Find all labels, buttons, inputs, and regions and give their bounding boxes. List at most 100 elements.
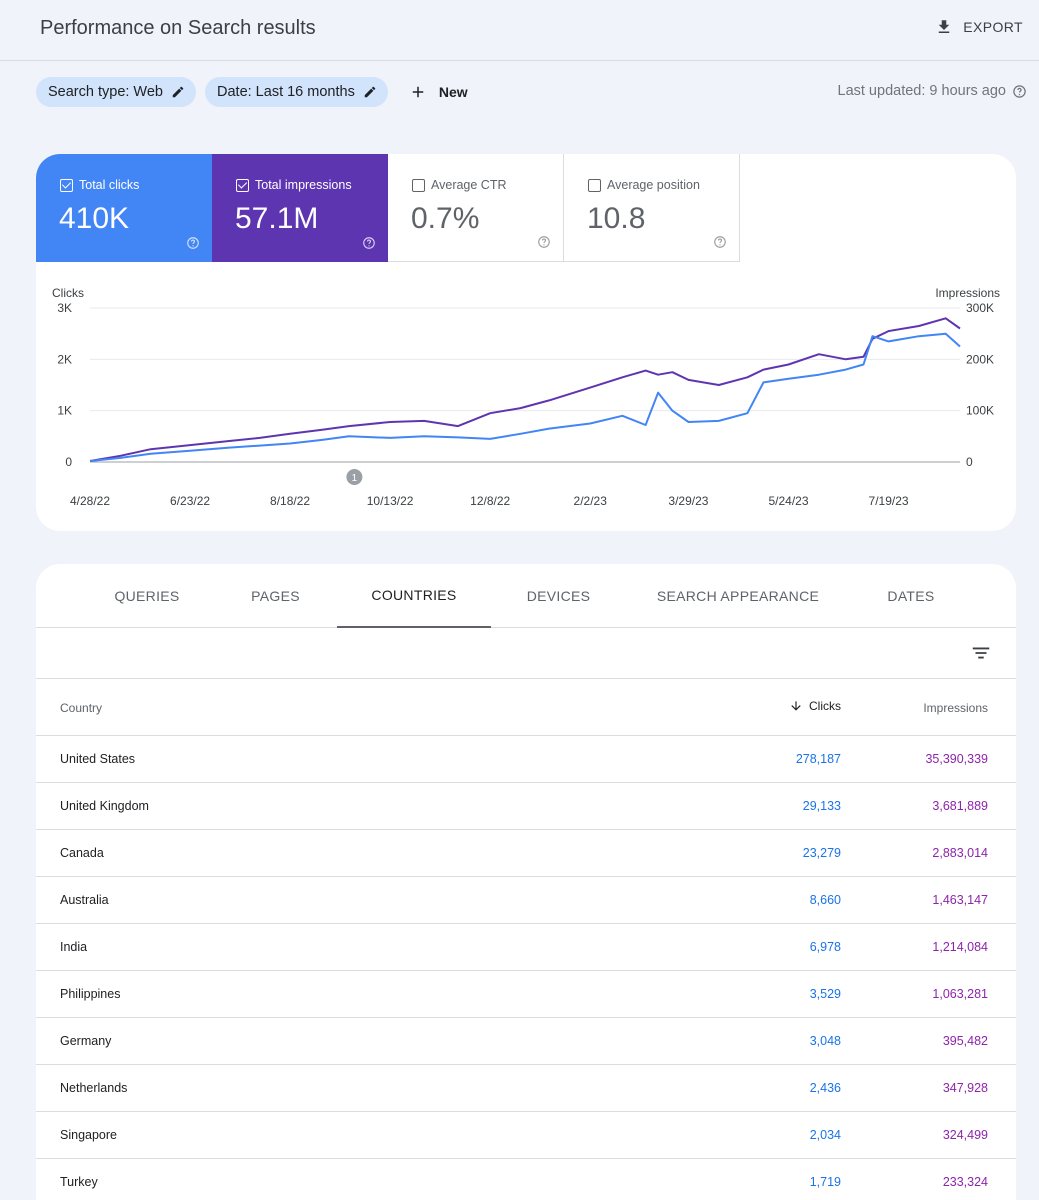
table-body: United States 278,187 35,390,339 United Kin…: [36, 736, 1016, 1200]
cell-impressions: 3,681,889: [932, 799, 988, 813]
column-header-country[interactable]: Country: [60, 701, 103, 715]
table-row[interactable]: Australia 8,660 1,463,147: [36, 877, 1016, 924]
x-tick: 10/13/22: [367, 494, 414, 508]
y-tick-right: 200K: [966, 352, 994, 366]
cell-country: Netherlands: [60, 1081, 128, 1095]
cell-clicks: 3,529: [809, 987, 841, 1001]
cell-country: Turkey: [60, 1175, 98, 1189]
chart-ticks: 0 0 1K 100K 2K 200K 3K 300K 4/28/22 6/23/22 8/18/2…: [57, 301, 994, 508]
cell-impressions: 347,928: [942, 1081, 988, 1095]
average-ctr-card[interactable]: Average CTR 0.7%: [388, 154, 564, 262]
table-row[interactable]: Canada 23,279 2,883,014: [36, 830, 1016, 877]
table-row[interactable]: India 6,978 1,214,084: [36, 924, 1016, 971]
metric-value: 10.8: [587, 202, 646, 235]
help-icon[interactable]: [362, 236, 376, 250]
annotation-label: 1: [352, 473, 358, 484]
edit-icon: [172, 86, 184, 98]
metric-label: Average CTR: [431, 178, 507, 192]
y-axis-right-label: Impressions: [935, 286, 1000, 300]
total-clicks-card[interactable]: Total clicks 410K: [36, 154, 212, 262]
new-filter-button[interactable]: New: [409, 83, 468, 101]
cell-impressions: 324,499: [942, 1128, 988, 1142]
cell-country: Singapore: [60, 1128, 117, 1142]
cell-country: Germany: [60, 1034, 112, 1048]
checkbox-icon[interactable]: [236, 178, 249, 192]
new-filter-label: New: [438, 84, 468, 100]
help-icon[interactable]: [537, 235, 551, 249]
search-type-label: Search type: Web: [48, 84, 163, 100]
performance-chart[interactable]: Clicks Impressions 0 0 1K 100K 2K 200K 3K 300K 4…: [36, 262, 1016, 531]
arrow-down-icon: [791, 701, 801, 711]
date-range-chip[interactable]: Date: Last 16 months: [205, 77, 388, 107]
dimension-table-card: QUERIES PAGES COUNTRIES DEVICES SEARCH A…: [36, 564, 1016, 1200]
table-row[interactable]: Turkey 1,719 233,324: [36, 1159, 1016, 1200]
total-impressions-card[interactable]: Total impressions 57.1M: [212, 154, 388, 262]
cell-country: Philippines: [60, 987, 121, 1001]
date-range-label: Date: Last 16 months: [217, 84, 355, 100]
cell-clicks: 278,187: [795, 752, 841, 766]
tab-countries[interactable]: COUNTRIES: [337, 564, 491, 628]
metric-label: Total clicks: [79, 178, 140, 192]
y-tick-left: 0: [65, 455, 72, 469]
cell-clicks: 6,978: [809, 940, 841, 954]
x-tick: 8/18/22: [270, 494, 310, 508]
tab-dates[interactable]: DATES: [887, 588, 935, 604]
search-type-chip[interactable]: Search type: Web: [36, 77, 196, 107]
y-tick-left: 3K: [57, 301, 72, 315]
x-tick: 3/29/23: [668, 494, 708, 508]
cell-impressions: 1,214,084: [932, 940, 988, 954]
x-tick: 5/24/23: [768, 494, 808, 508]
table-row[interactable]: Netherlands 2,436 347,928: [36, 1065, 1016, 1112]
x-tick: 4/28/22: [70, 494, 110, 508]
metric-label: Total impressions: [255, 178, 352, 192]
cell-impressions: 233,324: [942, 1175, 988, 1189]
cell-impressions: 395,482: [942, 1034, 988, 1048]
average-position-card[interactable]: Average position 10.8: [564, 154, 740, 262]
metric-value: 0.7%: [411, 202, 480, 235]
help-icon[interactable]: [186, 236, 200, 250]
column-header-impressions[interactable]: Impressions: [923, 701, 988, 715]
performance-card: Total clicks 410K Total impressions 57.1…: [36, 154, 1016, 531]
last-updated-text: Last updated: 9 hours ago: [837, 83, 1007, 99]
tab-devices[interactable]: DEVICES: [526, 588, 591, 604]
table-row[interactable]: United Kingdom 29,133 3,681,889: [36, 783, 1016, 830]
checkbox-icon[interactable]: [412, 178, 425, 192]
cell-country: Canada: [60, 846, 104, 860]
y-axis-left-label: Clicks: [52, 286, 84, 300]
metric-value: 57.1M: [235, 202, 319, 235]
edit-icon: [364, 86, 376, 98]
cell-impressions: 1,063,281: [932, 987, 988, 1001]
plus-icon: [412, 86, 424, 98]
tab-search-appearance[interactable]: SEARCH APPEARANCE: [656, 588, 820, 604]
download-icon: [939, 20, 950, 33]
tab-pages[interactable]: PAGES: [251, 588, 300, 604]
table-row[interactable]: Philippines 3,529 1,063,281: [36, 971, 1016, 1018]
cell-country: India: [60, 940, 88, 954]
filter-icon[interactable]: [970, 642, 992, 664]
help-icon[interactable]: [1012, 84, 1027, 99]
column-header-clicks-label: Clicks: [809, 699, 841, 713]
metric-label: Average position: [607, 178, 700, 192]
page-header: Performance on Search results EXPORT: [0, 0, 1039, 61]
export-button[interactable]: EXPORT: [935, 18, 1023, 36]
tab-queries[interactable]: QUERIES: [114, 588, 180, 604]
cell-clicks: 2,436: [809, 1081, 841, 1095]
y-tick-right: 100K: [966, 404, 994, 418]
x-tick: 7/19/23: [869, 494, 909, 508]
cell-clicks: 29,133: [802, 799, 841, 813]
cell-clicks: 8,660: [809, 893, 841, 907]
column-header-clicks[interactable]: Clicks: [789, 699, 841, 713]
table-row[interactable]: Germany 3,048 395,482: [36, 1018, 1016, 1065]
y-tick-left: 2K: [57, 352, 72, 366]
table-row[interactable]: Singapore 2,034 324,499: [36, 1112, 1016, 1159]
annotation-marker[interactable]: [346, 469, 363, 485]
dimension-tabs: QUERIES PAGES COUNTRIES DEVICES SEARCH A…: [36, 564, 1016, 628]
cell-clicks: 3,048: [809, 1034, 841, 1048]
y-tick-right: 0: [966, 455, 973, 469]
checkbox-icon[interactable]: [588, 178, 601, 192]
series-line-clicks: [89, 332, 961, 462]
table-row[interactable]: United States 278,187 35,390,339: [36, 736, 1016, 783]
help-icon[interactable]: [713, 235, 727, 249]
filter-bar: Search type: Web Date: Last 16 months Ne…: [36, 77, 468, 107]
checkbox-icon[interactable]: [60, 178, 73, 192]
